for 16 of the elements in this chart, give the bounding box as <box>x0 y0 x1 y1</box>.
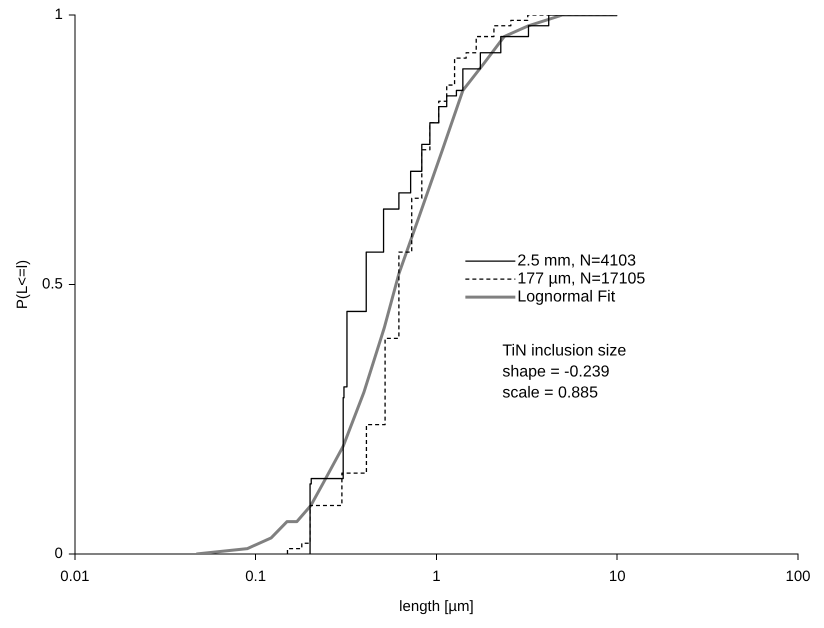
annotation: shape = -0.239 <box>502 364 610 381</box>
legend-label: 177 µm, N=17105 <box>517 270 646 288</box>
y-axis-title: P(L<=l) <box>14 260 32 310</box>
y-tick-label: 1 <box>54 6 63 24</box>
y-tick-label: 0.5 <box>42 276 63 293</box>
y-tick-label: 0 <box>54 545 63 562</box>
x-tick-label: 0.01 <box>60 568 90 586</box>
x-axis-title: length [µm] <box>399 598 474 616</box>
legend-label: 2.5 mm, N=4103 <box>517 252 636 270</box>
x-tick-label: 100 <box>785 568 811 586</box>
x-tick-label: 1 <box>432 568 441 586</box>
x-tick-label: 10 <box>608 568 626 586</box>
x-tick-label: 0.1 <box>245 568 266 586</box>
annotation: scale = 0.885 <box>502 384 598 402</box>
annotation: TiN inclusion size <box>502 342 626 360</box>
legend-label: Lognormal Fit <box>517 288 616 306</box>
